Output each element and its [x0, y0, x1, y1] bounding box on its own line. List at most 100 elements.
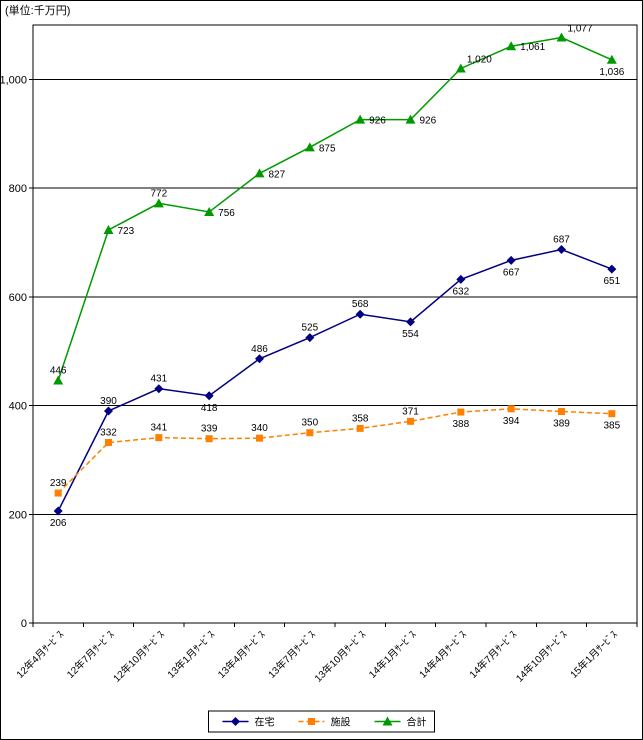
data-point-label: 667	[503, 267, 520, 278]
diamond-marker	[607, 264, 617, 274]
series-triangle	[53, 32, 617, 385]
diamond-marker	[506, 255, 516, 265]
data-point-label: 632	[452, 286, 469, 297]
triangle-marker	[204, 207, 215, 217]
data-point-label: 418	[201, 403, 218, 414]
square-marker	[457, 408, 465, 416]
series-line	[57, 408, 612, 494]
data-point-label: 525	[301, 323, 318, 334]
x-axis-label: 14年1月ｻｰﾋﾞｽ	[366, 628, 419, 681]
data-point-label: 827	[269, 169, 286, 180]
y-axis-label: 1,000	[0, 74, 27, 86]
data-point-label: 756	[218, 208, 235, 219]
data-point-label: 431	[150, 374, 167, 385]
x-axis-label: 14年10月ｻｰﾋﾞｽ	[513, 628, 570, 685]
square-marker	[507, 405, 515, 413]
axis-layer: 0 200 400 600 800 1,000 12年4月ｻｰﾋﾞｽ12年7月ｻｰﾋﾞｽ12…	[0, 74, 638, 685]
y-axis-label: 600	[9, 292, 27, 304]
data-point-label: 340	[251, 423, 268, 434]
data-point-label: 239	[50, 478, 67, 489]
legend: 在宅 施設 合計	[208, 710, 435, 733]
diamond-marker	[104, 406, 113, 416]
triangle-marker	[382, 716, 393, 726]
data-point-label: 723	[118, 226, 135, 237]
data-point-label: 568	[352, 299, 369, 310]
data-point-label: 1,061	[520, 42, 545, 53]
grid-layer	[32, 24, 638, 624]
data-point-label: 1,036	[599, 67, 624, 78]
legend-item: 在宅	[222, 716, 275, 729]
data-point-label: 486	[251, 344, 268, 355]
data-point-label: 339	[201, 424, 218, 435]
legend-item: 施設	[298, 716, 351, 729]
diamond-marker	[154, 384, 164, 394]
square-marker	[105, 439, 112, 447]
x-axis-label: 14年4月ｻｰﾋﾞｽ	[416, 628, 469, 681]
data-point-label: 358	[352, 413, 369, 424]
square-marker	[205, 435, 213, 443]
y-axis-unit-label: (単位:千万円)	[5, 3, 70, 17]
legend-label: 在宅	[255, 716, 275, 729]
square-marker	[306, 429, 314, 437]
x-axis-label: 13年10月ｻｰﾋﾞｽ	[312, 628, 369, 685]
x-axis-label: 13年4月ｻｰﾋﾞｽ	[215, 628, 268, 681]
x-axis-label: 14年7月ｻｰﾋﾞｽ	[466, 628, 519, 681]
square-marker	[558, 408, 565, 416]
square-marker	[54, 489, 62, 497]
data-point-label: 341	[150, 423, 167, 434]
triangle-marker	[506, 41, 517, 51]
x-axis-label: 15年1月ｻｰﾋﾞｽ	[567, 628, 620, 681]
data-point-label: 371	[402, 406, 419, 417]
triangle-marker	[606, 54, 617, 64]
diamond-marker	[456, 274, 466, 284]
data-label-layer: 206 390 431 418 486 525 568 554 632 667 687 651 239 3…	[50, 24, 625, 530]
x-axis-label: 13年7月ｻｰﾋﾞｽ	[265, 628, 318, 681]
legend-box	[208, 710, 435, 733]
data-point-label: 772	[150, 188, 167, 199]
data-point-label: 206	[50, 518, 67, 529]
y-axis-label: 400	[9, 401, 27, 413]
data-point-label: 554	[402, 329, 419, 340]
triangle-marker	[405, 114, 416, 124]
data-point-label: 875	[319, 143, 336, 154]
x-axis-label: 13年1月ｻｰﾋﾞｽ	[164, 628, 217, 681]
square-marker	[356, 424, 364, 432]
triangle-marker	[304, 142, 315, 152]
series-layer	[53, 32, 617, 516]
data-point-label: 394	[503, 416, 520, 427]
data-point-label: 687	[553, 235, 570, 246]
diamond-marker	[204, 391, 214, 401]
x-axis-label: 12年4月ｻｰﾋﾞｽ	[13, 628, 66, 681]
data-point-label: 350	[301, 418, 318, 429]
x-axis-label: 12年7月ｻｰﾋﾞｽ	[64, 628, 117, 681]
data-point-label: 385	[603, 421, 620, 432]
diamond-marker	[557, 245, 566, 255]
triangle-marker	[53, 375, 64, 385]
series-line	[57, 36, 613, 381]
data-point-label: 1,020	[467, 54, 492, 65]
square-marker	[608, 410, 616, 418]
triangle-marker	[556, 32, 567, 42]
data-point-label: 332	[100, 428, 117, 439]
legend-item: 合計	[374, 716, 427, 729]
triangle-marker	[355, 114, 366, 124]
data-point-label: 389	[553, 419, 570, 430]
legend-label: 合計	[407, 716, 427, 729]
square-marker	[155, 434, 163, 442]
diamond-marker	[355, 309, 365, 319]
data-point-label: 390	[100, 396, 117, 407]
data-point-label: 1,077	[568, 24, 593, 35]
triangle-marker	[153, 198, 164, 208]
diamond-marker	[53, 506, 63, 516]
data-point-label: 388	[452, 419, 469, 430]
triangle-marker	[103, 224, 114, 234]
legend-label: 施設	[331, 716, 351, 729]
diamond-marker	[406, 317, 415, 327]
data-point-label: 651	[603, 276, 620, 287]
triangle-marker	[455, 63, 466, 73]
series-diamond	[53, 245, 617, 516]
x-axis-label: 12年10月ｻｰﾋﾞｽ	[110, 628, 167, 685]
series-line	[57, 248, 613, 512]
